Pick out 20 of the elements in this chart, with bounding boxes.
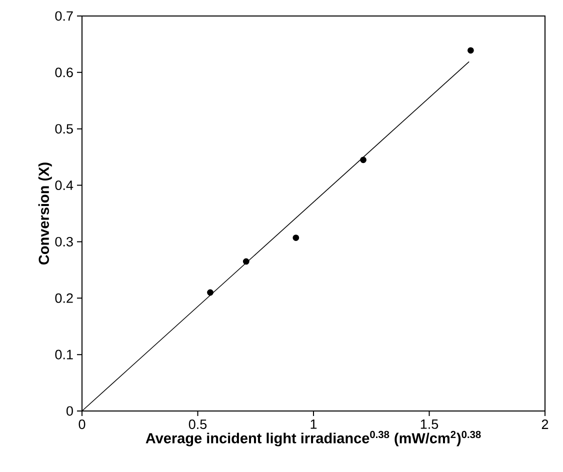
x-axis-title: Average incident light irradiance$^{0.38}$ (mW/cm$^{2}$)$^{0.38}$ bbox=[146, 430, 481, 446]
x-tick-label: 0.5 bbox=[188, 420, 207, 430]
y-tick-label: 0 bbox=[66, 406, 73, 416]
x-tick-label: 2 bbox=[542, 420, 548, 429]
y-tick-label: 0.6 bbox=[55, 68, 73, 78]
x-tick-label: 1.5 bbox=[420, 420, 438, 429]
x-tick-label: 0 bbox=[78, 420, 86, 430]
y-axis-title: Conversion (X) bbox=[38, 162, 52, 264]
y-tick-label: 0.1 bbox=[55, 350, 73, 360]
y-tick-label: 0.4 bbox=[55, 180, 74, 190]
y-tick-label: 0.5 bbox=[55, 124, 73, 134]
point bbox=[467, 47, 474, 54]
y-tick-label: 0.7 bbox=[55, 11, 73, 21]
y-tick-label: 0.3 bbox=[55, 236, 73, 246]
point bbox=[242, 258, 250, 265]
point bbox=[360, 156, 366, 164]
y-tick-label: 0.2 bbox=[55, 293, 73, 303]
x-tick-label: 1 bbox=[310, 420, 317, 429]
point bbox=[292, 234, 300, 241]
point bbox=[207, 289, 214, 296]
